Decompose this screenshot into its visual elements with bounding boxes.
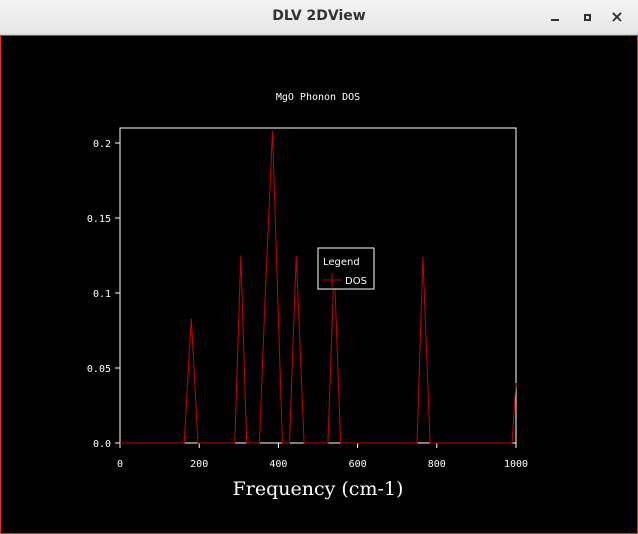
y-tick-label: 0.2 — [93, 139, 111, 150]
x-tick-label: 600 — [349, 459, 367, 470]
maximize-button[interactable] — [576, 6, 598, 28]
minimize-button[interactable] — [544, 6, 566, 28]
maximize-icon — [583, 13, 591, 21]
window-title: DLV 2DView — [272, 8, 366, 24]
legend-title: Legend — [323, 257, 360, 268]
y-tick-label: 0.1 — [93, 289, 111, 300]
y-tick-label: 0.0 — [93, 439, 111, 450]
x-tick-label: 200 — [190, 459, 208, 470]
y-tick-label: 0.15 — [87, 214, 111, 225]
x-axis-label: Frequency (cm-1) — [233, 478, 404, 500]
x-tick-label: 0 — [117, 459, 123, 470]
legend-entry-dos: DOS — [345, 276, 367, 287]
chart-title: MgO Phonon DOS — [276, 92, 360, 103]
dos-chart: MgO Phonon DOS 0 200 400 600 800 1000 0.0 0.05 0… — [87, 92, 528, 500]
x-tick-label: 1000 — [504, 459, 528, 470]
close-icon: × — [610, 7, 624, 26]
legend: Legend DOS — [317, 247, 375, 290]
series-line-dos — [120, 130, 517, 444]
title-bar[interactable]: DLV 2DView × — [0, 0, 638, 35]
y-tick-label: 0.05 — [87, 364, 111, 375]
close-button[interactable]: × — [606, 6, 628, 28]
minimize-icon — [551, 19, 559, 21]
plot-canvas: MgO Phonon DOS 0 200 400 600 800 1000 0.0 0.05 0… — [0, 35, 638, 534]
x-tick-label: 400 — [269, 459, 287, 470]
legend-box — [317, 247, 375, 290]
x-tick-label: 800 — [428, 459, 446, 470]
